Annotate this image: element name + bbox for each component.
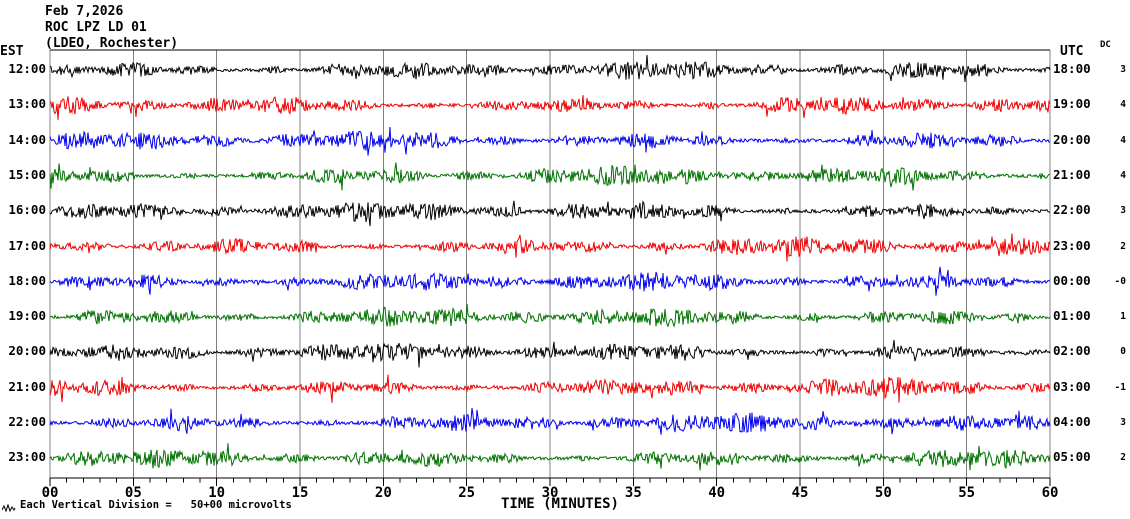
utc-hour-label: 22:00 <box>1053 202 1091 218</box>
utc-hour-label: 19:00 <box>1053 96 1091 112</box>
dc-offset-value: 3 <box>1120 64 1126 75</box>
x-tick-label-35: 35 <box>624 485 642 501</box>
seismogram-trace-2200est <box>49 407 1051 435</box>
seismogram-trace-2300est <box>49 443 1051 471</box>
dc-offset-value: -1 <box>1114 381 1126 393</box>
seismogram-trace-1900est <box>49 303 1051 328</box>
x-tick-label-55: 55 <box>958 485 976 501</box>
seismogram-trace-2000est <box>49 339 1051 368</box>
utc-hour-label: 18:00 <box>1053 61 1091 76</box>
seismogram-trace-2100est <box>49 374 1051 403</box>
x-tick-label-00: 00 <box>41 485 59 501</box>
plot-header: Feb 7,2026 ROC LPZ LD 01 (LDEO, Rocheste… <box>45 4 178 52</box>
utc-hour-label: 00:00 <box>1053 272 1091 288</box>
est-hour-label: 17:00 <box>8 237 46 253</box>
station-label: ROC LPZ LD 01 <box>45 20 147 35</box>
x-tick-label-15: 15 <box>291 485 309 501</box>
dc-offset-value: 3 <box>1120 417 1126 428</box>
dc-column-header: DC <box>1100 40 1111 50</box>
seismogram-trace-1500est <box>49 162 1051 191</box>
dc-offset-value: -0 <box>1114 275 1126 287</box>
est-hour-label: 12:00 <box>8 61 46 76</box>
est-hour-label: 21:00 <box>8 378 46 394</box>
utc-hour-label: 05:00 <box>1053 449 1091 465</box>
x-tick-label-30: 30 <box>541 485 559 501</box>
left-timezone-label: EST <box>0 44 24 59</box>
dc-offset-value: 2 <box>1120 240 1126 252</box>
seismogram-trace-1600est <box>49 200 1051 227</box>
date-label: Feb 7,2026 <box>45 4 124 19</box>
dc-offset-value: 3 <box>1120 205 1126 217</box>
x-tick-label-25: 25 <box>458 485 476 501</box>
x-tick-label-10: 10 <box>208 485 226 501</box>
seismogram-trace-1700est <box>49 233 1051 262</box>
est-hour-label: 18:00 <box>8 272 46 288</box>
utc-hour-label: 02:00 <box>1053 343 1091 359</box>
right-timezone-label: UTC <box>1060 44 1084 59</box>
dc-offset-value: 4 <box>1120 169 1126 181</box>
seismogram-trace-1200est <box>49 54 1051 83</box>
est-hour-label: 15:00 <box>8 166 46 182</box>
est-hour-label: 13:00 <box>8 96 46 112</box>
seismogram-trace-1800est <box>49 266 1051 296</box>
seismogram-trace-1400est <box>49 126 1051 156</box>
utc-hour-label: 04:00 <box>1053 414 1091 429</box>
utc-hour-label: 21:00 <box>1053 166 1091 182</box>
seismogram-trace-1300est <box>49 95 1051 120</box>
est-hour-label: 19:00 <box>8 308 46 324</box>
utc-hour-label: 01:00 <box>1053 308 1091 324</box>
dc-offset-value: 4 <box>1120 134 1126 146</box>
mini-waveform-icon <box>2 503 16 513</box>
dc-offset-value: 4 <box>1120 99 1126 111</box>
location-label: (LDEO, Rochester) <box>45 36 179 51</box>
x-axis-title: TIME (MINUTES) <box>500 496 619 512</box>
x-tick-label-05: 05 <box>124 485 142 501</box>
x-tick-label-50: 50 <box>874 485 892 501</box>
x-tick-label-45: 45 <box>791 485 809 501</box>
dc-offset-value: 0 <box>1120 346 1126 358</box>
vertical-division-scale-note: Each Vertical Division = 50+00 microvolt… <box>20 499 292 511</box>
x-tick-label-60: 60 <box>1041 485 1059 501</box>
dc-offset-value: 1 <box>1120 311 1126 323</box>
est-hour-label: 16:00 <box>8 202 46 218</box>
utc-hour-label: 03:00 <box>1053 378 1091 394</box>
x-tick-label-20: 20 <box>374 485 392 501</box>
x-tick-label-40: 40 <box>708 485 726 501</box>
est-hour-label: 14:00 <box>8 131 46 147</box>
dc-offset-value: 2 <box>1120 452 1126 464</box>
est-hour-label: 23:00 <box>8 449 46 465</box>
utc-hour-label: 23:00 <box>1053 237 1091 253</box>
est-hour-label: 22:00 <box>8 414 46 429</box>
utc-hour-label: 20:00 <box>1053 131 1091 147</box>
est-hour-label: 20:00 <box>8 343 46 359</box>
